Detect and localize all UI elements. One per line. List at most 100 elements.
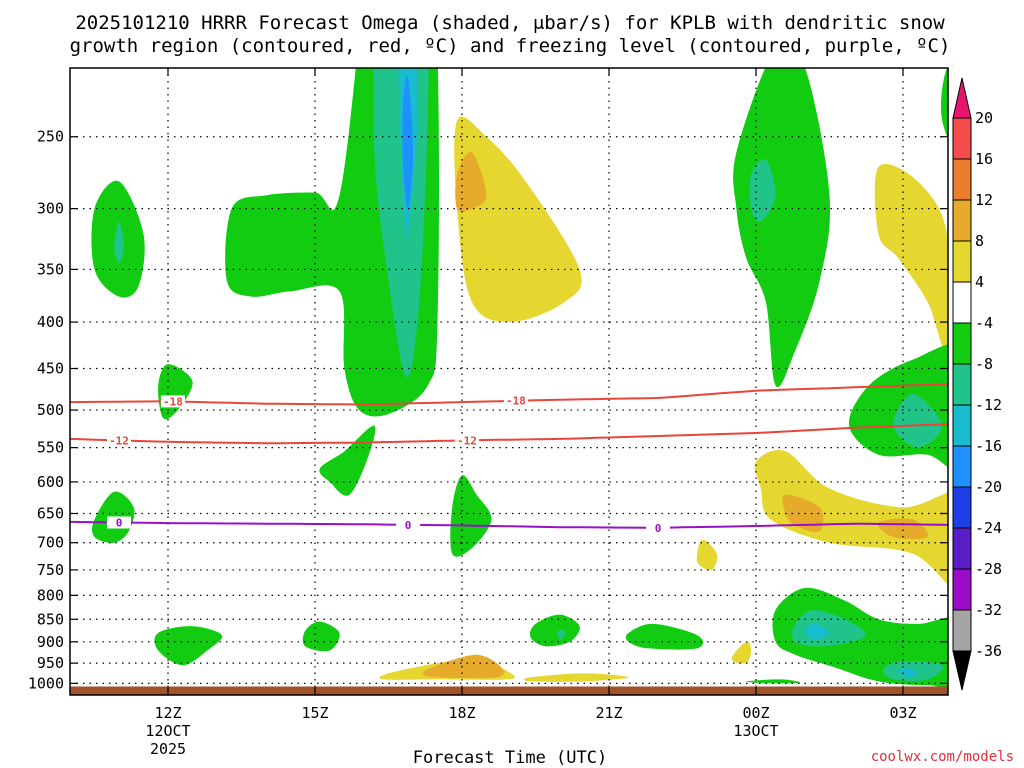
omega-region-6 [454, 116, 582, 323]
omega-region-21 [696, 539, 718, 571]
contour-label-bg-1 [503, 394, 528, 407]
x-tick-label-03Z: 03Z [889, 704, 916, 722]
contour-label-6: 0 [655, 522, 662, 535]
x-tick-label-18Z: 18Z [448, 704, 475, 722]
omega-region-1 [114, 221, 124, 264]
y-tick-label-350: 350 [37, 260, 64, 278]
omega-region-7 [455, 151, 487, 212]
omega-region-20 [731, 641, 752, 664]
colorbar-label-10: -24 [975, 519, 1002, 537]
terrain-ground [70, 686, 948, 695]
omega-region-28 [754, 450, 948, 585]
colorbar-label-0: 20 [975, 109, 993, 127]
x-axis-label: Forecast Time (UTC) [413, 748, 607, 768]
colorbar-label-12: -32 [975, 601, 1002, 619]
y-tick-label-750: 750 [37, 561, 64, 579]
omega-region-24 [874, 164, 948, 353]
omega-region-22 [733, 68, 830, 388]
chart-title-line1: 2025101210 HRRR Forecast Omega (shaded, … [75, 12, 945, 34]
temperature-contours: -18 -18 -12 -12 0 0 0 [70, 383, 948, 535]
grid-lines [70, 68, 948, 695]
colorbar-box-11 [952, 568, 972, 611]
colorbar-box-5 [952, 322, 972, 365]
colorbar-label-13: -36 [975, 642, 1002, 660]
contour-label-3: -12 [457, 434, 477, 447]
plot-axes: 250 300 350 400 450 500 550 600 650 700 750 800 850 9… [28, 67, 949, 758]
y-tick-label-900: 900 [37, 633, 64, 651]
contour-freezing-level [70, 520, 948, 529]
colorbar-label-5: -4 [975, 314, 993, 332]
omega-region-36 [745, 679, 801, 684]
omega-region-12 [154, 626, 223, 666]
colorbar-label-11: -28 [975, 560, 1002, 578]
omega-region-16 [625, 623, 704, 650]
omega-region-25 [940, 68, 948, 140]
omega-region-14 [530, 614, 580, 647]
omega-region-29 [782, 494, 824, 533]
omega-region-33 [805, 623, 830, 640]
x-tick-date-00Z: 13OCT [733, 722, 778, 740]
contour-label-4: 0 [116, 516, 123, 529]
plot-frame [69, 67, 949, 696]
contour-label-bg-4 [107, 516, 131, 529]
colorbar-box-7 [952, 404, 972, 447]
colorbar-bottom-triangle [952, 650, 972, 691]
colorbar-box-0 [952, 117, 972, 160]
colorbar-label-7: -12 [975, 396, 1002, 414]
credit-text: coolwx.com/models [871, 749, 1014, 765]
colorbar-label-3: 8 [975, 232, 984, 250]
omega-region-15 [557, 629, 565, 640]
colorbar-label-1: 16 [975, 150, 993, 168]
contour-label-0: -18 [163, 395, 183, 408]
contour-label-2: -12 [109, 434, 129, 447]
omega-region-13 [302, 621, 340, 652]
colorbar-box-1 [952, 158, 972, 201]
contour-label-1: -18 [506, 395, 526, 408]
chart-title-line2: growth region (contoured, red, ºC) and f… [70, 35, 951, 57]
colorbar-box-4 [952, 281, 972, 324]
contour-label-bg-2 [107, 434, 131, 447]
colorbar-box-3 [952, 240, 972, 283]
omega-region-23 [749, 158, 776, 222]
colorbar-box-2 [952, 199, 972, 242]
contour-label-bg-0 [160, 395, 185, 408]
omega-colorbar: 20 16 12 8 4 -4 -8 -12 -16 -20 -24 -28 -32 -36 [952, 77, 1002, 691]
terrain-bar [70, 686, 948, 695]
colorbar-box-8 [952, 445, 972, 488]
contour-label-bg-3 [454, 434, 479, 447]
y-tick-label-300: 300 [37, 200, 64, 218]
x-tick-year-12Z: 2025 [150, 740, 186, 758]
omega-region-9 [319, 425, 376, 496]
contour-label-bg-6 [646, 521, 670, 534]
y-tick-label-600: 600 [37, 473, 64, 491]
y-tick-label-800: 800 [37, 586, 64, 604]
colorbar-box-9 [952, 486, 972, 529]
y-tick-label-250: 250 [37, 128, 64, 146]
y-tick-label-450: 450 [37, 360, 64, 378]
y-tick-label-550: 550 [37, 439, 64, 457]
y-tick-label-1000: 1000 [28, 674, 64, 692]
contour-dendritic-bottom [70, 423, 948, 445]
x-tick-label-00Z: 00Z [742, 704, 769, 722]
colorbar-box-10 [952, 527, 972, 570]
omega-region-27 [893, 393, 943, 448]
x-tick-label-21Z: 21Z [595, 704, 622, 722]
y-tick-label-650: 650 [37, 504, 64, 522]
x-tick-date-12Z: 12OCT [145, 722, 190, 740]
y-tick-label-950: 950 [37, 654, 64, 672]
omega-region-19 [523, 673, 629, 682]
omega-region-11 [450, 475, 492, 557]
omega-region-8 [158, 364, 193, 420]
colorbar-label-6: -8 [975, 355, 993, 373]
y-tick-label-400: 400 [37, 313, 64, 331]
omega-shaded-regions [91, 68, 948, 689]
colorbar-label-9: -20 [975, 478, 1002, 496]
colorbar-box-6 [952, 363, 972, 406]
omega-region-18 [422, 654, 505, 679]
contour-label-bg-5 [396, 518, 421, 531]
y-tick-label-850: 850 [37, 610, 64, 628]
y-tick-label-500: 500 [37, 401, 64, 419]
omega-region-5 [402, 75, 413, 209]
x-tick-label-15Z: 15Z [301, 704, 328, 722]
